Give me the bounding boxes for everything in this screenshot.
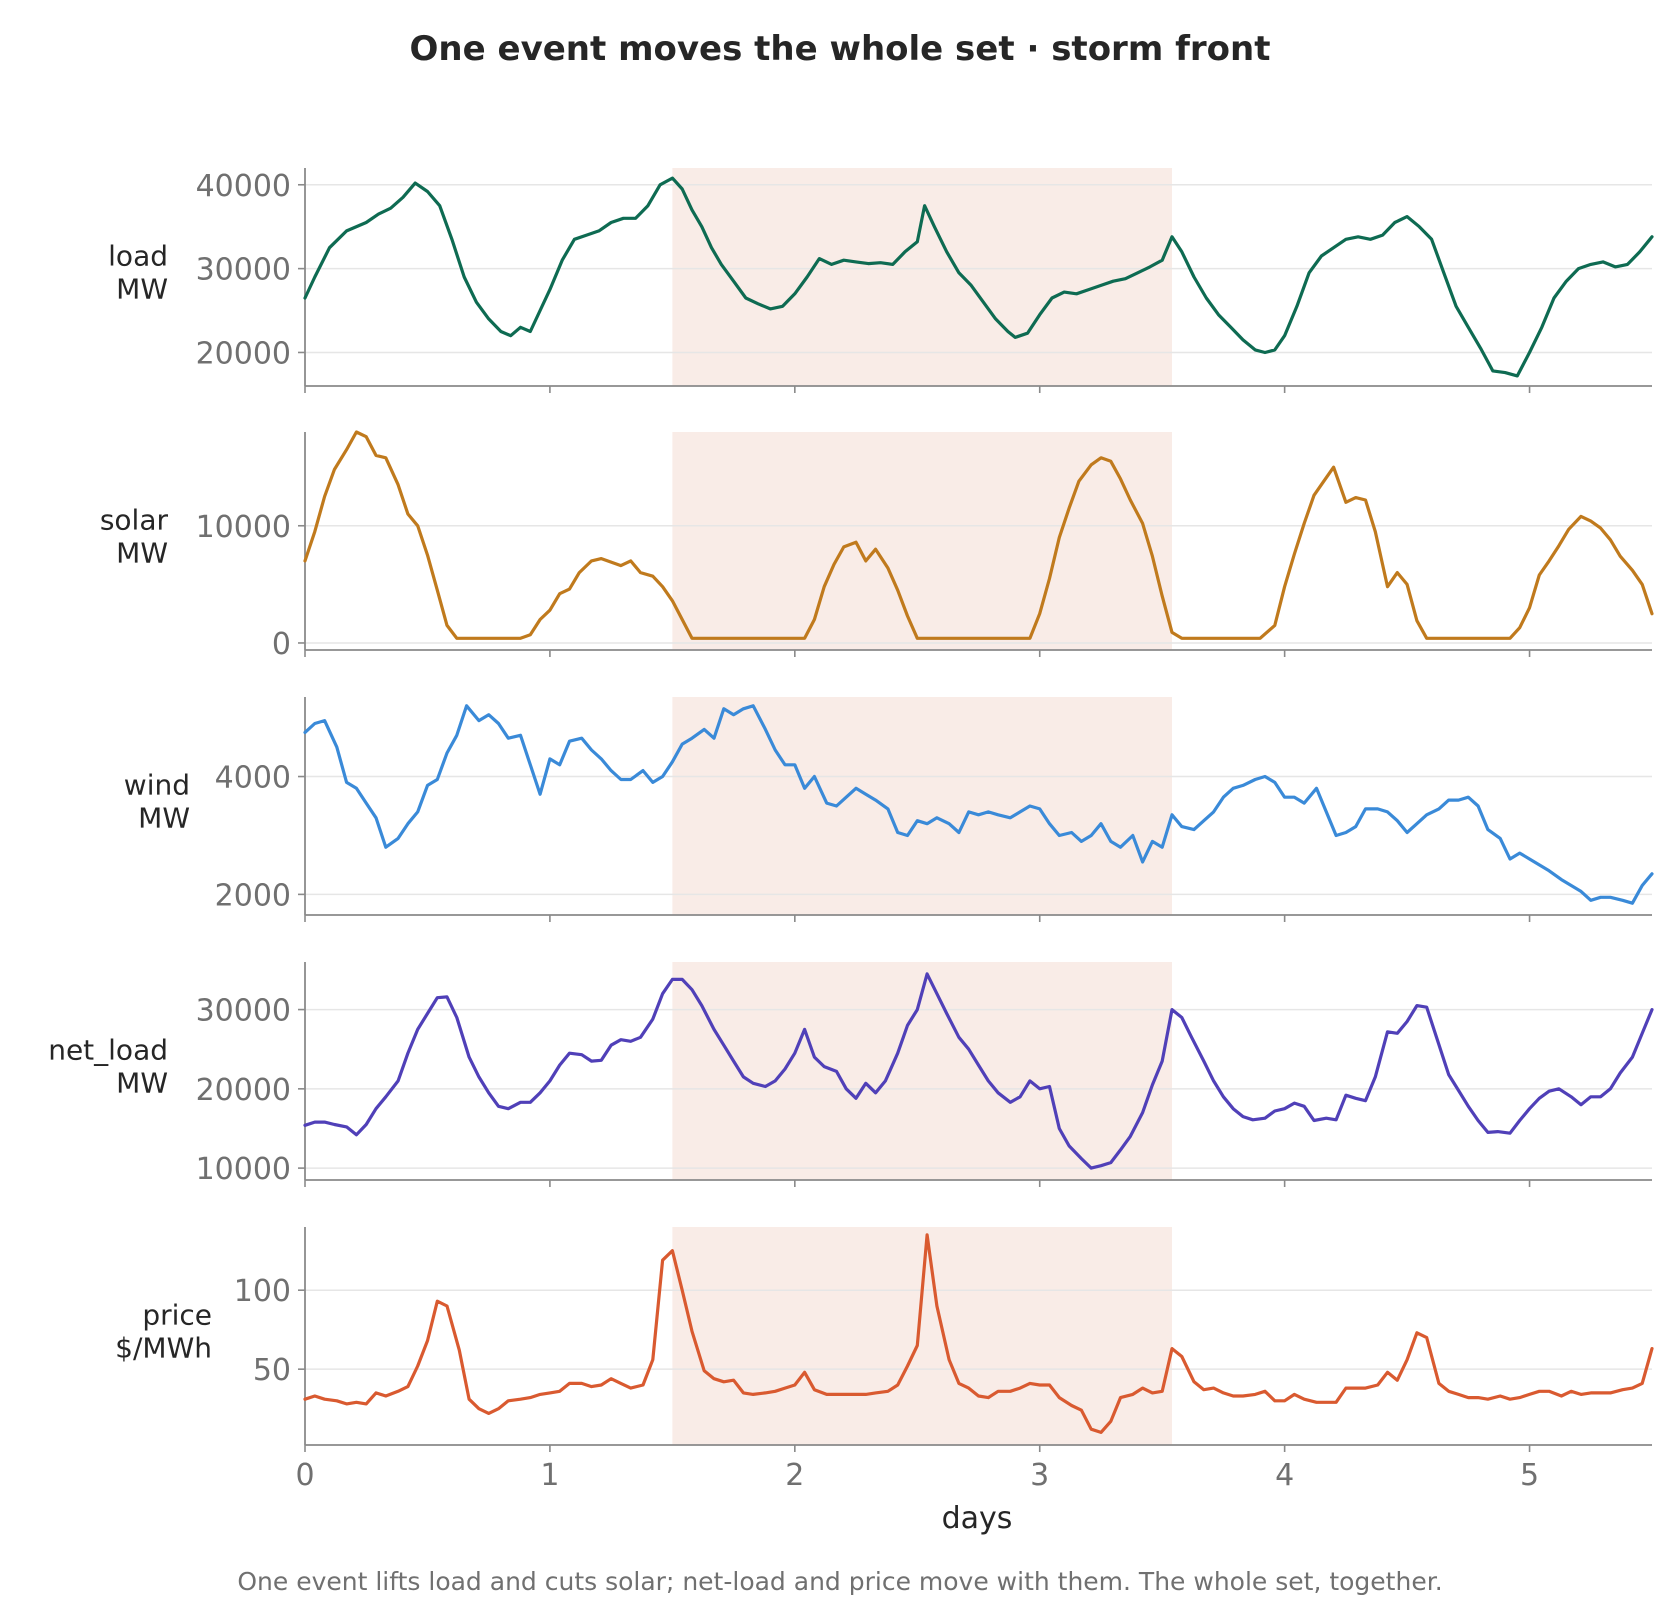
y-tick-label-net_load: 10000 <box>196 1152 291 1187</box>
series-line-load <box>303 176 1654 378</box>
x-axis-label: days <box>942 1501 1013 1536</box>
event-window-solar <box>672 432 1172 650</box>
y-axis-label-solar: MW <box>116 537 168 570</box>
y-axis-label-net_load: net_load <box>48 1034 168 1067</box>
event-window-price <box>672 1227 1172 1445</box>
y-axis-label-price: $/MWh <box>115 1332 212 1365</box>
y-axis-label-price: price <box>142 1299 212 1332</box>
event-window-load <box>672 168 1172 386</box>
x-tick-label: 2 <box>785 1458 804 1493</box>
event-window-net_load <box>672 962 1172 1180</box>
y-tick-label-net_load: 30000 <box>196 994 291 1029</box>
series-line-price <box>303 1233 1654 1435</box>
y-tick-label-price: 100 <box>234 1274 291 1309</box>
panels-group: 200003000040000loadMW010000solarMW200040… <box>48 168 1654 1493</box>
series-line-solar <box>303 430 1654 640</box>
chart-title: One event moves the whole set · storm fr… <box>410 29 1271 69</box>
series-line-wind <box>303 704 1654 905</box>
y-tick-label-load: 40000 <box>196 169 291 204</box>
y-tick-label-load: 20000 <box>196 336 291 371</box>
chart-caption: One event lifts load and cuts solar; net… <box>237 1567 1442 1596</box>
y-axis-label-net_load: MW <box>116 1067 168 1100</box>
y-tick-label-wind: 2000 <box>215 878 291 913</box>
y-axis-label-load: MW <box>116 273 168 306</box>
y-tick-label-wind: 4000 <box>215 761 291 796</box>
event-window-wind <box>672 697 1172 915</box>
x-tick-label: 3 <box>1030 1458 1049 1493</box>
y-axis-label-wind: wind <box>124 769 190 802</box>
y-axis-label-load: load <box>108 240 168 273</box>
x-tick-label: 4 <box>1275 1458 1294 1493</box>
series-line-net_load <box>303 972 1654 1170</box>
y-tick-label-solar: 0 <box>272 627 291 662</box>
y-tick-label-net_load: 20000 <box>196 1073 291 1108</box>
panel-price: 50 100 price$/MWh <box>115 1227 1654 1452</box>
y-tick-label-solar: 10000 <box>196 510 291 545</box>
y-axis-label-wind: MW <box>138 802 190 835</box>
y-axis-label-solar: solar <box>100 504 169 537</box>
x-tick-label: 5 <box>1520 1458 1539 1493</box>
x-tick-label: 0 <box>295 1458 314 1493</box>
y-tick-label-load: 30000 <box>196 253 291 288</box>
x-tick-label: 1 <box>540 1458 559 1493</box>
y-tick-label-price: 50 <box>253 1353 291 1388</box>
